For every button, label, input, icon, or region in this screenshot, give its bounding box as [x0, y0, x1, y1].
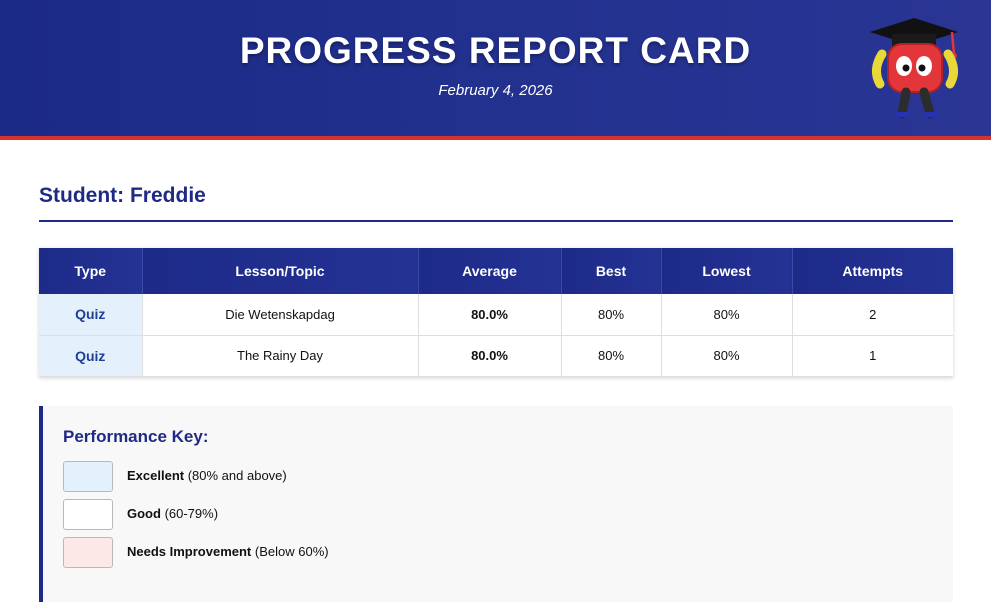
key-item-name: Needs Improvement — [127, 544, 252, 559]
best-cell: 80% — [561, 335, 662, 377]
page-title: PROGRESS REPORT CARD — [239, 30, 752, 71]
type-cell: Quiz — [39, 335, 143, 377]
attempts-cell: 2 — [792, 294, 953, 336]
key-item-good: Good (60-79%) — [63, 499, 663, 530]
key-item-name: Excellent — [127, 468, 185, 483]
good-swatch — [63, 499, 113, 530]
column-header-best: Best — [561, 248, 662, 294]
average-cell: 80.0% — [418, 294, 562, 336]
lesson-cell: Die Wetenskapdag — [142, 294, 419, 336]
column-header-lesson: Lesson/Topic — [142, 248, 419, 294]
report-header: PROGRESS REPORT CARD February 4, 2026 — [0, 0, 991, 140]
graduate-mascot-icon — [870, 18, 958, 119]
average-cell: 80.0% — [418, 335, 562, 377]
key-item-range: (60-79%) — [164, 506, 219, 521]
excellent-swatch — [63, 461, 113, 492]
performance-key-title: Performance Key: — [63, 427, 209, 446]
key-item-range: (Below 60%) — [254, 544, 329, 559]
key-item-name: Good — [127, 506, 161, 521]
attempts-cell: 1 — [792, 335, 953, 377]
column-header-type: Type — [39, 248, 143, 294]
column-header-attempts: Attempts — [792, 248, 953, 294]
student-label: Student: Freddie — [39, 184, 206, 207]
key-item-needs-improvement: Needs Improvement (Below 60%) — [63, 537, 663, 568]
best-cell: 80% — [561, 294, 662, 336]
lowest-cell: 80% — [661, 335, 793, 377]
results-table-container: Type Lesson/Topic Average Best Lowest At… — [39, 248, 953, 377]
lesson-cell: The Rainy Day — [142, 335, 419, 377]
type-cell: Quiz — [39, 294, 143, 336]
needs-improvement-swatch — [63, 537, 113, 568]
table-row: Quiz The Rainy Day 80.0% 80% 80% 1 — [39, 335, 953, 377]
key-item-range: (80% and above) — [187, 468, 287, 483]
performance-key: Performance Key: Excellent (80% and abov… — [39, 406, 953, 602]
student-name-heading: Student: Freddie — [39, 184, 953, 222]
column-header-average: Average — [418, 248, 562, 294]
key-item-excellent: Excellent (80% and above) — [63, 461, 663, 492]
lowest-cell: 80% — [661, 294, 793, 336]
column-header-lowest: Lowest — [661, 248, 793, 294]
table-row: Quiz Die Wetenskapdag 80.0% 80% 80% 2 — [39, 294, 953, 336]
results-table: Type Lesson/Topic Average Best Lowest At… — [39, 248, 953, 377]
report-date: February 4, 2026 — [438, 82, 553, 99]
table-header-row: Type Lesson/Topic Average Best Lowest At… — [39, 248, 953, 294]
